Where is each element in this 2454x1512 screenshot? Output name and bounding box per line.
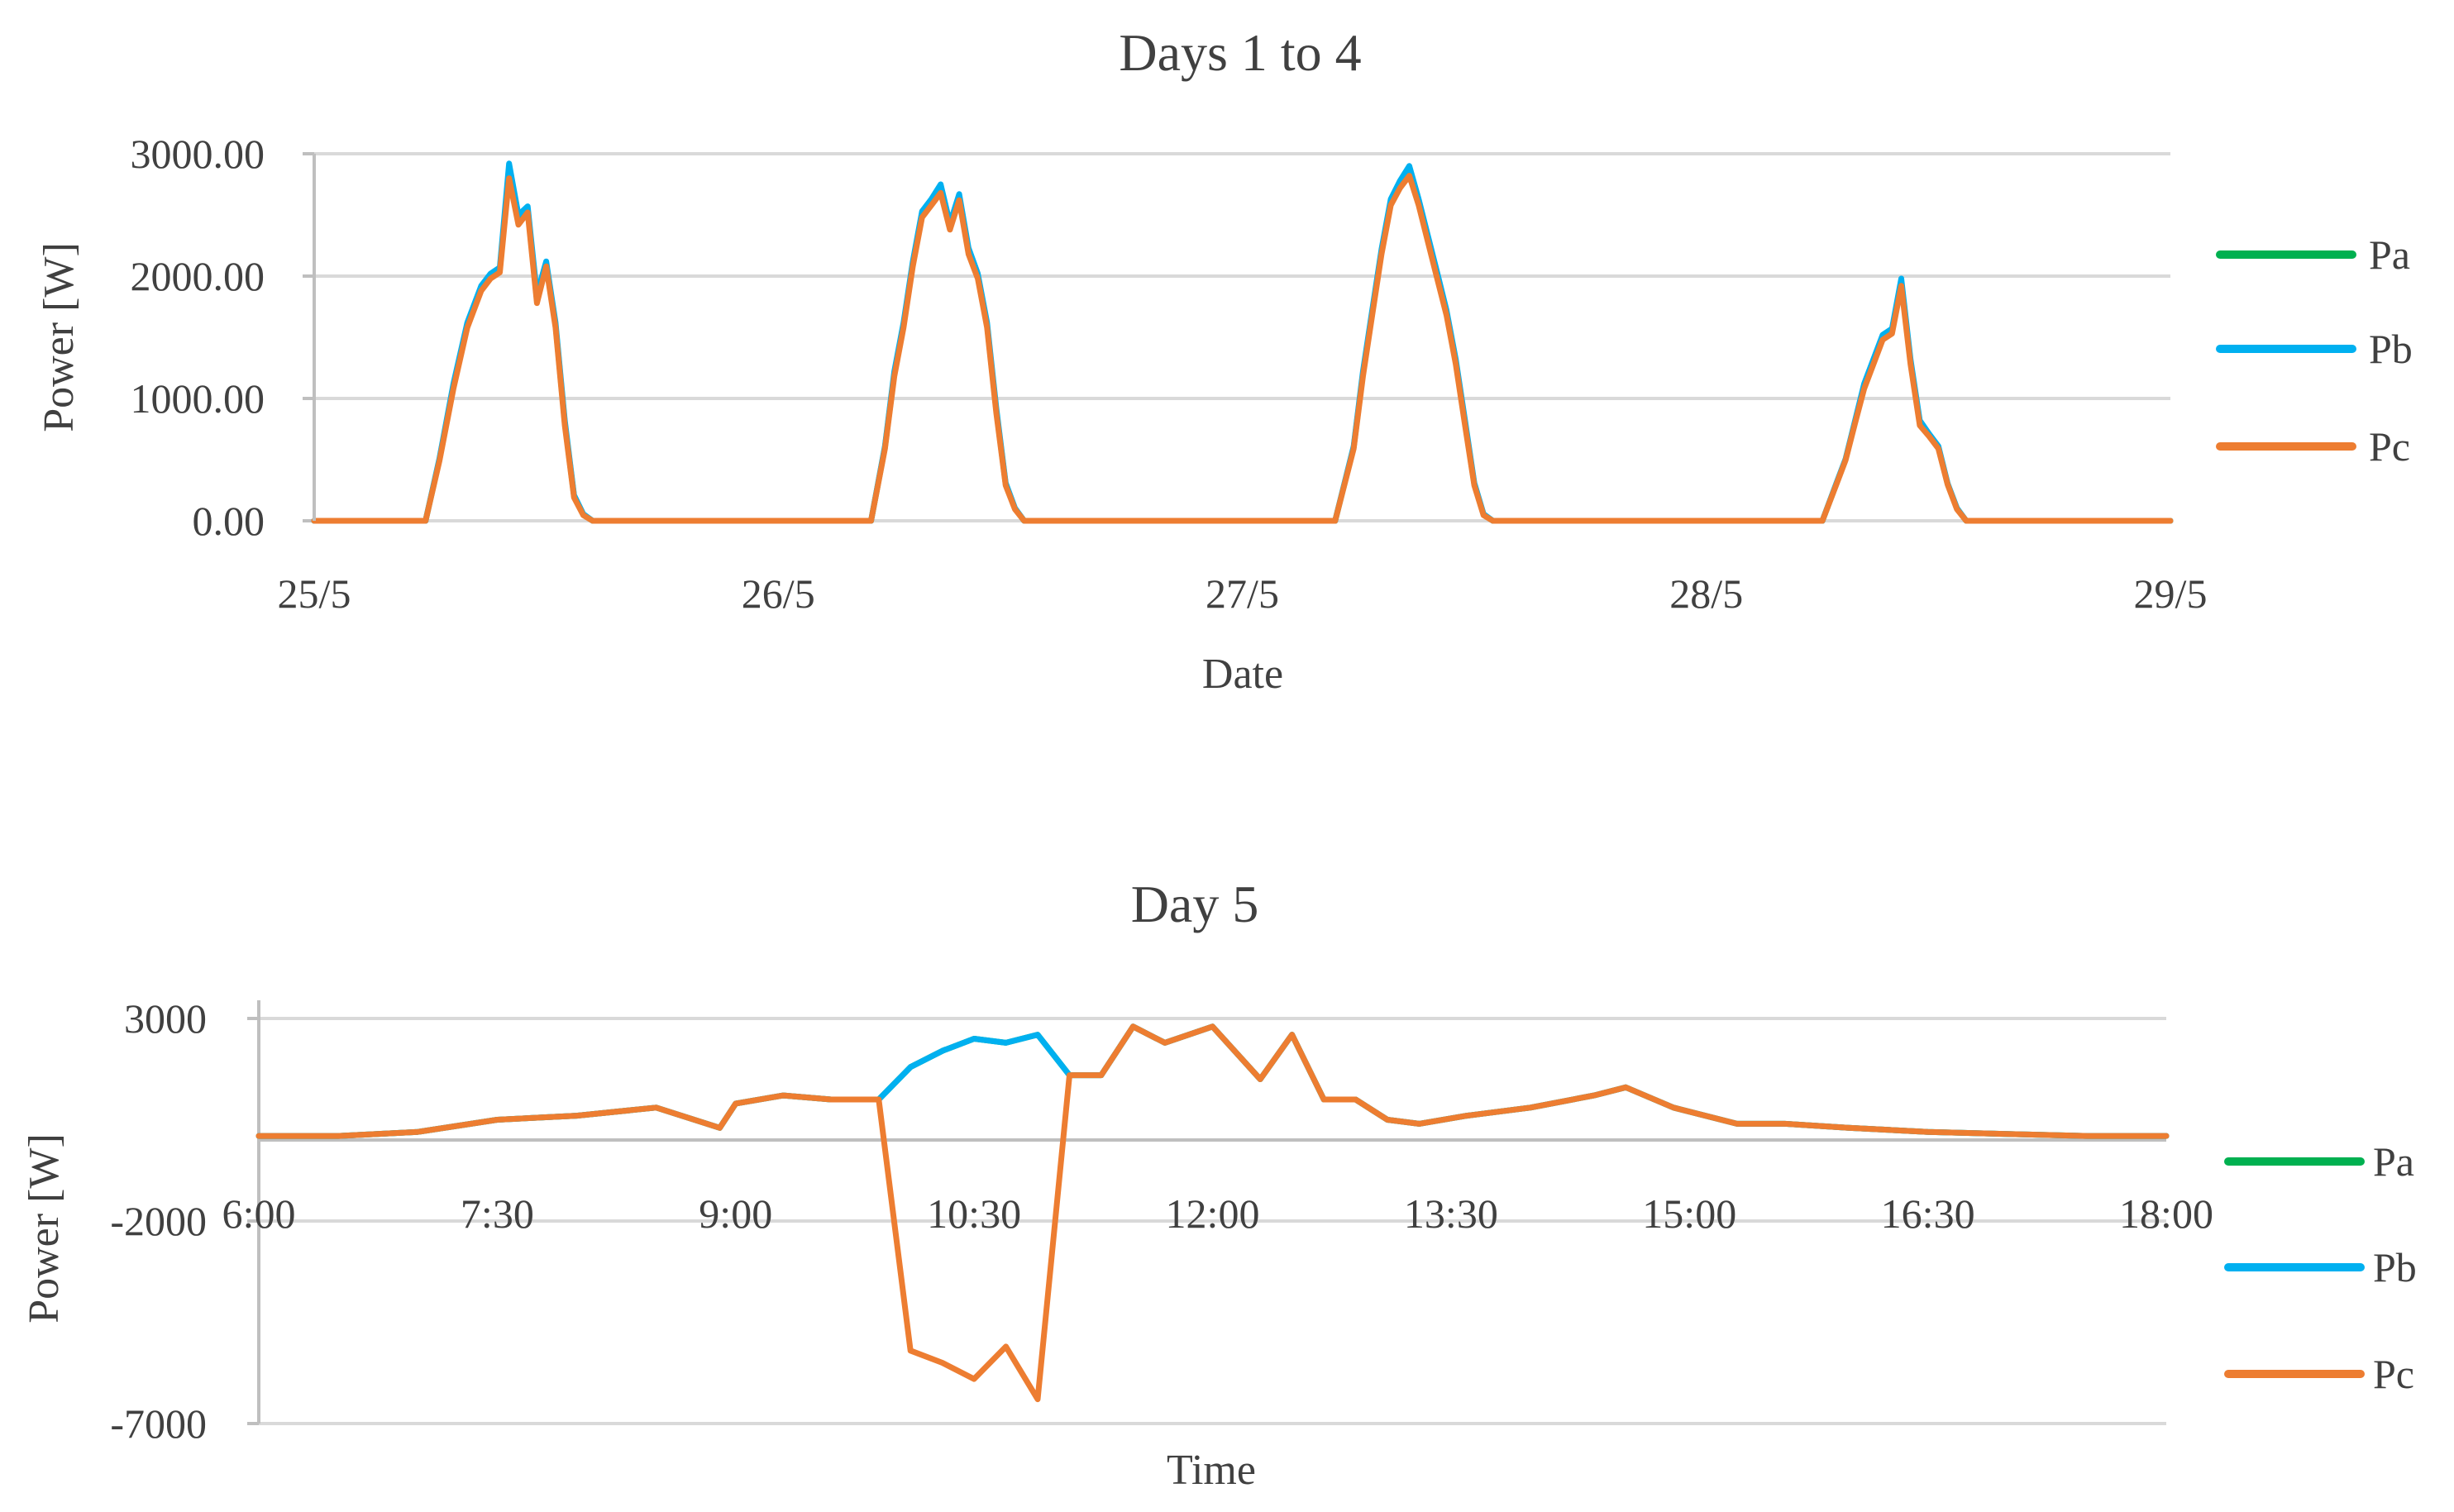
chart2-legend: Pa Pb Pc	[2224, 1138, 2417, 1397]
chart-day-5: Day 5 3000 -2000 -7000 6:00 7:30 9:00 10:30 12…	[21, 875, 2417, 1494]
chart2-x-tick-label: 12:00	[1166, 1190, 1260, 1237]
chart2-x-tick-label: 7:30	[461, 1190, 534, 1237]
chart1-series	[311, 160, 2174, 524]
chart2-legend-label-pc: Pc	[2373, 1351, 2414, 1397]
chart2-y-ticks: 3000 -2000 -7000	[110, 995, 207, 1447]
chart2-title: Day 5	[1131, 875, 1259, 933]
chart2-series	[255, 1023, 2170, 1403]
chart1-x-ticks: 25/5 26/5 27/5 28/5 29/5	[278, 570, 2208, 617]
chart2-y-tick-label: -2000	[110, 1198, 207, 1244]
chart1-legend-label-pb: Pb	[2369, 326, 2413, 372]
chart-days-1-to-4: Days 1 to 4 0.00 1000.00 2000.00 3000.00 25…	[36, 23, 2413, 698]
chart2-legend-label-pb: Pb	[2373, 1244, 2417, 1290]
chart2-x-axis-label: Time	[1167, 1447, 1256, 1494]
chart1-x-axis-label: Date	[1202, 651, 1283, 698]
chart1-legend-label-pc: Pc	[2369, 423, 2410, 470]
chart1-x-tick-label: 29/5	[2134, 570, 2208, 617]
chart1-x-tick-label: 28/5	[1669, 570, 1743, 617]
chart1-y-axis-label: Power [W]	[36, 242, 83, 432]
chart1-series-pb-line	[311, 160, 2174, 524]
chart1-legend: Pa Pb Pc	[2216, 231, 2413, 470]
chart2-y-axis-label: Power [W]	[21, 1133, 68, 1324]
chart1-y-tick-label: 3000.00	[131, 131, 265, 177]
chart2-y-tick-label: 3000	[124, 995, 207, 1042]
chart1-x-tick-label: 26/5	[742, 570, 815, 617]
chart2-gridlines	[247, 1017, 2166, 1425]
chart1-y-ticks: 0.00 1000.00 2000.00 3000.00	[131, 131, 265, 544]
chart1-x-tick-label: 25/5	[278, 570, 351, 617]
chart2-x-tick-label: 18:00	[2119, 1190, 2213, 1237]
chart2-x-tick-label: 6:00	[222, 1190, 296, 1237]
chart1-y-tick-label: 2000.00	[131, 253, 265, 299]
chart2-x-ticks: 6:00 7:30 9:00 10:30 12:00 13:30 15:00 16:30 18:…	[222, 1190, 2213, 1237]
chart2-x-tick-label: 13:30	[1404, 1190, 1498, 1237]
chart1-legend-label-pa: Pa	[2369, 231, 2410, 278]
chart2-x-tick-label: 9:00	[699, 1190, 772, 1237]
chart1-series-pa-line	[311, 169, 2174, 524]
chart1-y-tick-label: 1000.00	[131, 375, 265, 422]
chart2-y-tick-label: -7000	[110, 1400, 207, 1447]
chart1-series-pc-line	[311, 173, 2174, 524]
chart2-legend-label-pa: Pa	[2373, 1138, 2414, 1185]
chart2-x-tick-label: 10:30	[927, 1190, 1021, 1237]
chart2-x-tick-label: 16:30	[1881, 1190, 1975, 1237]
chart2-x-tick-label: 15:00	[1642, 1190, 1736, 1237]
chart1-title: Days 1 to 4	[1119, 23, 1361, 82]
chart2-series-pc-line	[255, 1023, 2170, 1403]
chart1-y-tick-label: 0.00	[193, 498, 265, 544]
chart1-x-tick-label: 27/5	[1206, 570, 1279, 617]
